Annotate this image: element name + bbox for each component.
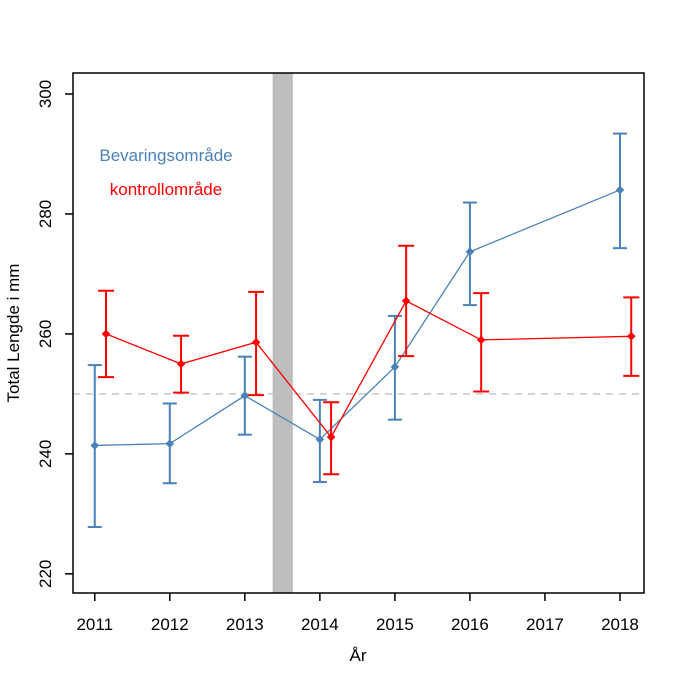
series-kontrollomrade-line — [105, 300, 632, 439]
series-bevaringsomrade-marker — [615, 185, 625, 195]
y-tick-label: 300 — [36, 80, 55, 108]
series-bevaringsomrade-marker — [165, 439, 175, 448]
x-tick-label: 2012 — [151, 615, 189, 634]
y-tick-label: 240 — [36, 440, 55, 468]
x-tick-label: 2016 — [451, 615, 489, 634]
x-tick-label: 2014 — [301, 615, 339, 634]
series-bevaringsomrade-marker — [240, 391, 250, 400]
series-bevaringsomrade-marker — [465, 247, 475, 257]
y-tick-label: 220 — [36, 560, 55, 588]
shaded-band-2013 — [272, 73, 293, 593]
plot-box — [72, 72, 645, 594]
x-tick-label: 2017 — [526, 615, 564, 634]
series-bevaringsomrade-marker — [90, 441, 100, 450]
series-bevaringsomrade-line — [94, 189, 621, 447]
series-kontrollomrade-marker — [101, 329, 111, 339]
x-tick-label: 2015 — [376, 615, 414, 634]
legend-item-kontrollomrade: kontrollområde — [109, 180, 223, 199]
series-kontrollomrade-marker — [476, 335, 486, 345]
series-kontrollomrade-marker — [251, 337, 261, 347]
series-kontrollomrade-marker — [326, 432, 336, 442]
series-kontrollomrade-marker — [401, 296, 411, 306]
x-tick-label: 2011 — [76, 615, 113, 634]
legend-item-bevaringsomrade: Bevaringsområde — [99, 146, 233, 165]
series-kontrollomrade-marker — [176, 359, 186, 369]
series-bevaringsomrade-marker — [315, 435, 325, 444]
y-axis-title: Total Lengde i mm — [4, 263, 23, 403]
y-tick-label: 280 — [36, 200, 55, 228]
series-kontrollomrade-marker — [626, 331, 636, 341]
x-tick-label: 2013 — [226, 615, 264, 634]
x-tick-label: 2018 — [601, 615, 639, 634]
y-tick-label: 260 — [36, 320, 55, 348]
x-axis-title: År — [349, 646, 367, 665]
series-bevaringsomrade-marker — [390, 362, 400, 372]
